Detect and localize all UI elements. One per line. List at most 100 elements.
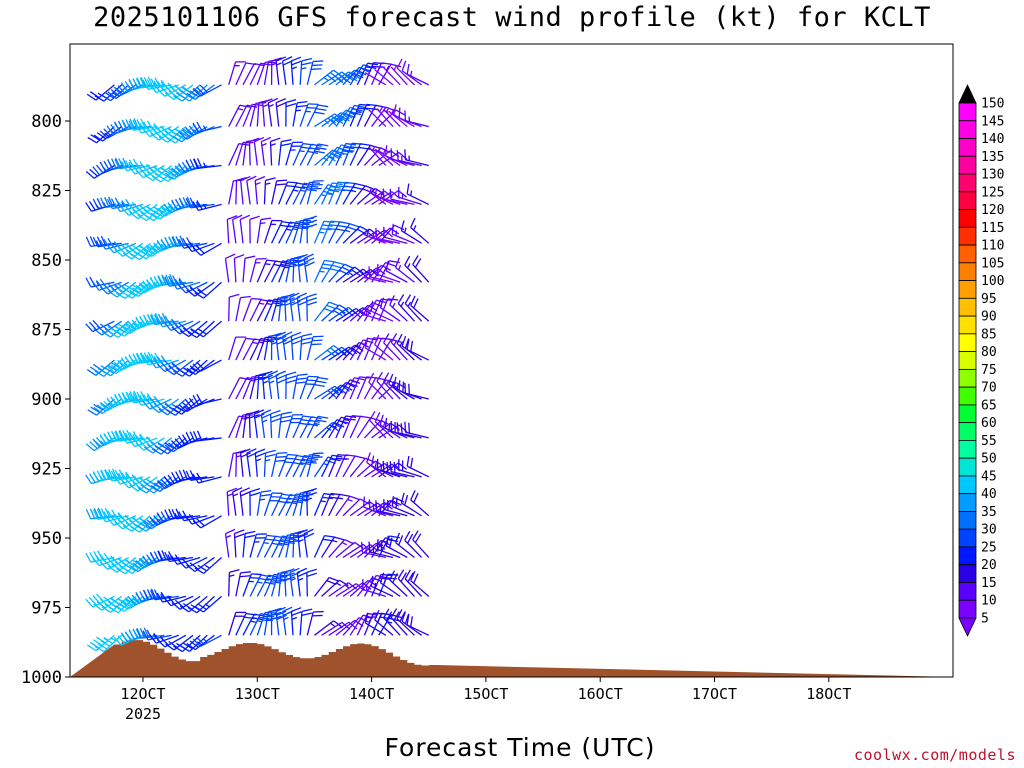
wind-barb (368, 499, 394, 517)
wind-barb (328, 493, 351, 517)
colorbar-tick-label: 70 (981, 381, 997, 396)
wind-barb (370, 300, 394, 322)
wind-barb (410, 217, 430, 244)
wind-barb (249, 488, 261, 516)
wind-barb (297, 253, 309, 283)
wind-barb (349, 143, 371, 166)
colorbar-swatch (958, 280, 977, 299)
wind-barb (306, 487, 318, 516)
wind-barb (186, 281, 215, 297)
wind-barb (303, 253, 315, 283)
wind-barb (404, 382, 429, 400)
wind-barb (363, 299, 387, 322)
wind-barb (143, 164, 172, 182)
colorbar-tick-label: 105 (981, 256, 1004, 271)
colorbar-tick-label: 65 (981, 398, 997, 413)
wind-barb (192, 394, 222, 405)
wind-barb (368, 541, 394, 559)
x-axis-label: Forecast Time (UTC) (384, 733, 656, 762)
wind-barb (379, 149, 401, 167)
wind-barb (292, 492, 311, 516)
wind-barb (369, 233, 394, 244)
colorbar-swatch (958, 315, 977, 335)
x-tick-label: 18OCT (806, 685, 851, 703)
wind-barb (235, 571, 251, 597)
wind-barb (270, 332, 282, 361)
colorbar-tick-label: 40 (981, 487, 997, 502)
colorbar-swatch (958, 333, 977, 353)
wind-barb (249, 257, 267, 283)
wind-barb (396, 609, 415, 636)
wind-barb (371, 337, 392, 361)
wind-barb (85, 164, 115, 179)
wind-barb (378, 109, 406, 128)
wind-barb (396, 422, 422, 439)
wind-barb (256, 489, 272, 516)
wind-barb (390, 608, 408, 636)
wind-barb (232, 214, 243, 244)
colorbar-swatch (958, 457, 977, 477)
wind-barb (335, 454, 356, 478)
wind-barb (379, 572, 401, 597)
wind-barb (192, 121, 222, 133)
wind-barb (321, 261, 345, 283)
colorbar-tick-label: 115 (981, 221, 1004, 236)
wind-barb (376, 539, 401, 559)
wind-barb (296, 567, 308, 597)
colorbar-tick-label: 140 (981, 132, 1004, 147)
colorbar-swatch (958, 155, 977, 175)
colorbar-tick-label: 110 (981, 239, 1004, 254)
y-tick-label: 975 (31, 599, 62, 619)
colorbar-tick-label: 145 (981, 114, 1004, 129)
wind-barb (396, 58, 415, 86)
colorbar-tick-label: 75 (981, 363, 997, 378)
wind-barb (299, 333, 313, 361)
wind-barb (260, 136, 272, 166)
wind-barb (186, 556, 215, 573)
wind-barb (299, 416, 322, 439)
wind-barb (85, 437, 115, 452)
colorbar-tick-label: 125 (981, 185, 1004, 200)
wind-barb (292, 101, 308, 127)
wind-barb (164, 275, 194, 287)
wind-barb (285, 98, 297, 127)
wind-barb (180, 359, 208, 377)
wind-barb (275, 606, 287, 636)
wind-barb (412, 530, 430, 558)
wind-barb (362, 310, 387, 322)
wind-barb (404, 530, 423, 558)
wind-barb (228, 293, 240, 322)
colorbar-tick-label: 100 (981, 274, 1004, 289)
colorbar-tick-label: 20 (981, 558, 997, 573)
wind-barb (156, 634, 187, 648)
wind-barb (368, 107, 387, 128)
wind-barb (164, 235, 194, 248)
wind-barb (256, 217, 272, 244)
terrain-surface (70, 640, 953, 677)
colorbar-tick-label: 130 (981, 168, 1004, 183)
wind-barb (235, 295, 251, 322)
wind-barb (260, 409, 272, 439)
wind-barb (349, 376, 370, 400)
wind-barb (290, 56, 302, 85)
wind-barb (285, 182, 308, 205)
wind-barb (306, 215, 318, 244)
wind-barb (92, 235, 122, 248)
wind-barb (395, 532, 415, 558)
chart-title: 2025101106 GFS forecast wind profile (kt… (93, 2, 931, 33)
wind-barb (400, 220, 422, 244)
wind-barb (342, 455, 366, 478)
wind-barb (306, 610, 324, 636)
wind-barb (374, 609, 394, 636)
colorbar-swatch (958, 528, 977, 548)
colorbar-swatch (958, 138, 977, 157)
wind-barb (364, 612, 387, 636)
wind-barb (335, 142, 357, 166)
wind-barb (242, 297, 262, 322)
wind-barb (269, 409, 281, 438)
wind-barb (263, 177, 276, 205)
colorbar-tick-label: 95 (981, 292, 997, 307)
wind-barb (390, 420, 415, 439)
wind-barb (228, 377, 251, 400)
wind-barb (404, 421, 429, 439)
